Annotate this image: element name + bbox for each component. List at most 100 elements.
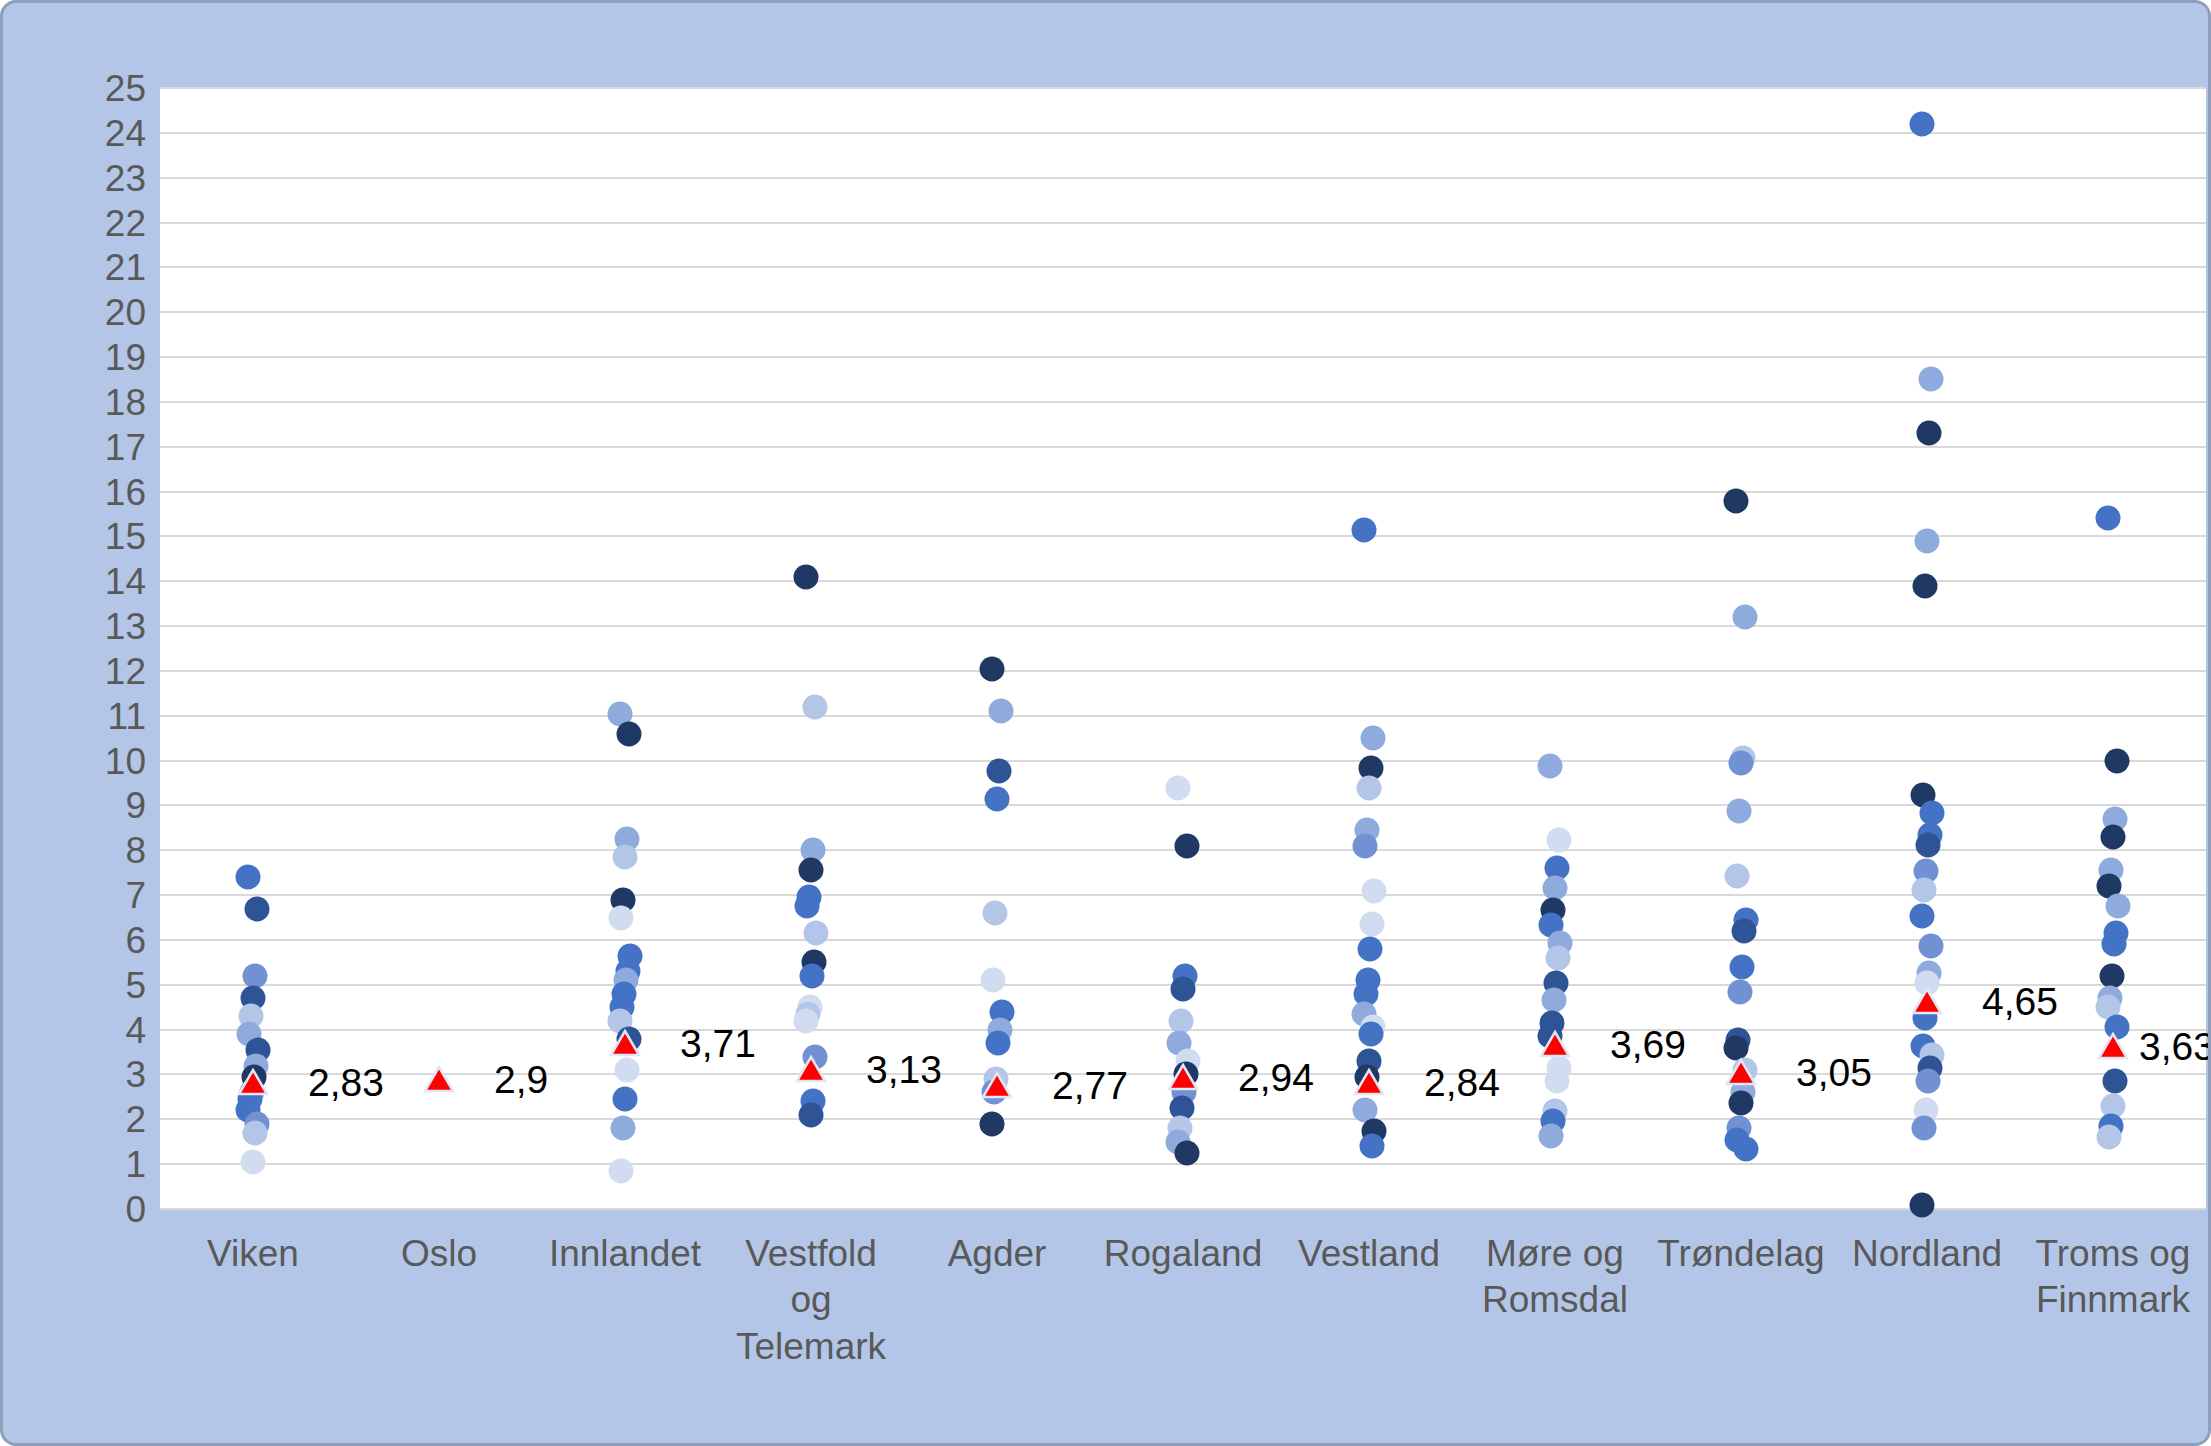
mean-value-label: 2,77 [1052,1065,1128,1104]
x-axis-category-label: Rogaland [1090,1231,1276,1370]
data-point [980,1111,1005,1136]
data-point [1727,799,1752,824]
data-point [243,963,268,988]
data-point [2103,1069,2128,1094]
gridline [160,625,2206,627]
mean-marker-triangle [608,1028,642,1058]
y-axis-tick-label: 1 [3,1146,146,1183]
x-axis: VikenOsloInnlandetVestfold og TelemarkAg… [160,1231,2206,1370]
data-point [799,858,824,883]
y-axis-tick-label: 21 [3,249,146,286]
data-point [2102,932,2127,957]
data-point [986,1031,1011,1056]
gridline [160,760,2206,762]
mean-value-label: 3,71 [680,1023,756,1062]
mean-value-label: 2,94 [1238,1058,1314,1097]
data-point [1166,775,1191,800]
data-point [1913,573,1938,598]
mean-marker-triangle [1910,986,1944,1016]
gridline [160,715,2206,717]
data-point [613,1087,638,1112]
y-axis-tick-label: 24 [3,114,146,151]
gridline [160,894,2206,896]
mean-marker-triangle [794,1054,828,1084]
data-point [609,1158,634,1183]
data-point [794,1008,819,1033]
data-point [611,1116,636,1141]
data-point [2101,824,2126,849]
data-point [243,1120,268,1145]
data-point [1729,1091,1754,1116]
mean-marker-triangle [422,1064,456,1094]
gridline [160,446,2206,448]
y-axis-tick-label: 6 [3,921,146,958]
y-axis-tick-label: 2 [3,1101,146,1138]
data-point [1359,1022,1384,1047]
data-point [1916,832,1941,857]
y-axis-tick-label: 8 [3,832,146,869]
mean-marker-triangle [980,1070,1014,1100]
data-point [1732,919,1757,944]
data-point [617,721,642,746]
data-point [799,1102,824,1127]
data-point [1357,775,1382,800]
gridline [160,401,2206,403]
gridline [160,132,2206,134]
data-point [236,865,261,890]
mean-marker-triangle [1724,1057,1758,1087]
mean-value-label: 3,63 [2139,1027,2211,1066]
x-axis-category-label: Vestland [1276,1231,1462,1370]
gridline [160,804,2206,806]
gridline [160,491,2206,493]
y-axis-tick-label: 14 [3,563,146,600]
data-point [800,963,825,988]
data-point [1361,726,1386,751]
y-axis-tick-label: 23 [3,159,146,196]
y-axis-tick-label: 19 [3,339,146,376]
y-axis-tick-label: 3 [3,1056,146,1093]
data-point [987,758,1012,783]
data-point [1539,1123,1564,1148]
data-point [1915,528,1940,553]
y-axis-tick-label: 13 [3,608,146,645]
data-point [1169,1008,1194,1033]
gridline [160,266,2206,268]
mean-value-label: 3,05 [1796,1053,1872,1092]
data-point [1546,945,1571,970]
data-point [245,896,270,921]
gridline [160,222,2206,224]
y-axis-tick-label: 18 [3,383,146,420]
data-point [804,921,829,946]
data-point [794,564,819,589]
data-point [1538,753,1563,778]
x-axis-category-label: Troms og Finnmark [2020,1231,2206,1370]
mean-value-label: 2,84 [1424,1062,1500,1101]
data-point [795,894,820,919]
mean-marker-triangle [1538,1029,1572,1059]
y-axis-tick-label: 9 [3,787,146,824]
gridline [160,939,2206,941]
gridline [160,177,2206,179]
data-point [1910,111,1935,136]
data-point [1725,864,1750,889]
data-point [1910,904,1935,929]
y-axis-tick-label: 4 [3,1011,146,1048]
x-axis-category-label: Møre og Romsdal [1462,1231,1648,1370]
y-axis-tick-label: 17 [3,428,146,465]
data-point [1917,421,1942,446]
data-point [2100,963,2125,988]
data-point [1171,977,1196,1002]
data-point [1358,936,1383,961]
data-point [1542,987,1567,1012]
x-axis-category-label: Nordland [1834,1231,2020,1370]
data-point [1362,878,1387,903]
data-point [1910,1192,1935,1217]
data-point [1916,1069,1941,1094]
gridline [160,535,2206,537]
x-axis-category-label: Oslo [346,1231,532,1370]
gridline [160,87,2206,89]
mean-marker-triangle [1166,1062,1200,1092]
data-point [2106,894,2131,919]
data-point [1919,367,1944,392]
data-point [1919,934,1944,959]
